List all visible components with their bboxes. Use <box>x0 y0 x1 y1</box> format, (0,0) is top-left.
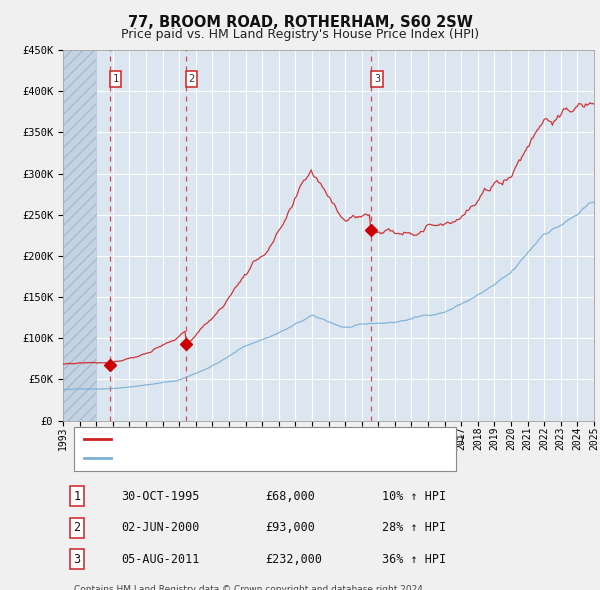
Text: 3: 3 <box>74 553 81 566</box>
Bar <box>63 50 96 421</box>
Text: 30-OCT-1995: 30-OCT-1995 <box>121 490 200 503</box>
Text: 1: 1 <box>74 490 81 503</box>
Text: Contains HM Land Registry data © Crown copyright and database right 2024.: Contains HM Land Registry data © Crown c… <box>74 585 425 590</box>
Text: 77, BROOM ROAD, ROTHERHAM, S60 2SW (detached house): 77, BROOM ROAD, ROTHERHAM, S60 2SW (deta… <box>121 434 466 444</box>
Text: 77, BROOM ROAD, ROTHERHAM, S60 2SW: 77, BROOM ROAD, ROTHERHAM, S60 2SW <box>128 15 472 30</box>
Text: Price paid vs. HM Land Registry's House Price Index (HPI): Price paid vs. HM Land Registry's House … <box>121 28 479 41</box>
Text: 2: 2 <box>188 74 195 84</box>
Text: 28% ↑ HPI: 28% ↑ HPI <box>382 521 446 535</box>
Text: 2: 2 <box>74 521 81 535</box>
Text: 02-JUN-2000: 02-JUN-2000 <box>121 521 200 535</box>
Text: 10% ↑ HPI: 10% ↑ HPI <box>382 490 446 503</box>
Text: HPI: Average price, detached house, Rotherham: HPI: Average price, detached house, Roth… <box>121 453 425 463</box>
Text: £93,000: £93,000 <box>265 521 314 535</box>
Text: 05-AUG-2011: 05-AUG-2011 <box>121 553 200 566</box>
FancyBboxPatch shape <box>74 427 456 471</box>
Text: £68,000: £68,000 <box>265 490 314 503</box>
Text: 1: 1 <box>112 74 119 84</box>
Text: 36% ↑ HPI: 36% ↑ HPI <box>382 553 446 566</box>
Text: 3: 3 <box>374 74 380 84</box>
Text: £232,000: £232,000 <box>265 553 322 566</box>
